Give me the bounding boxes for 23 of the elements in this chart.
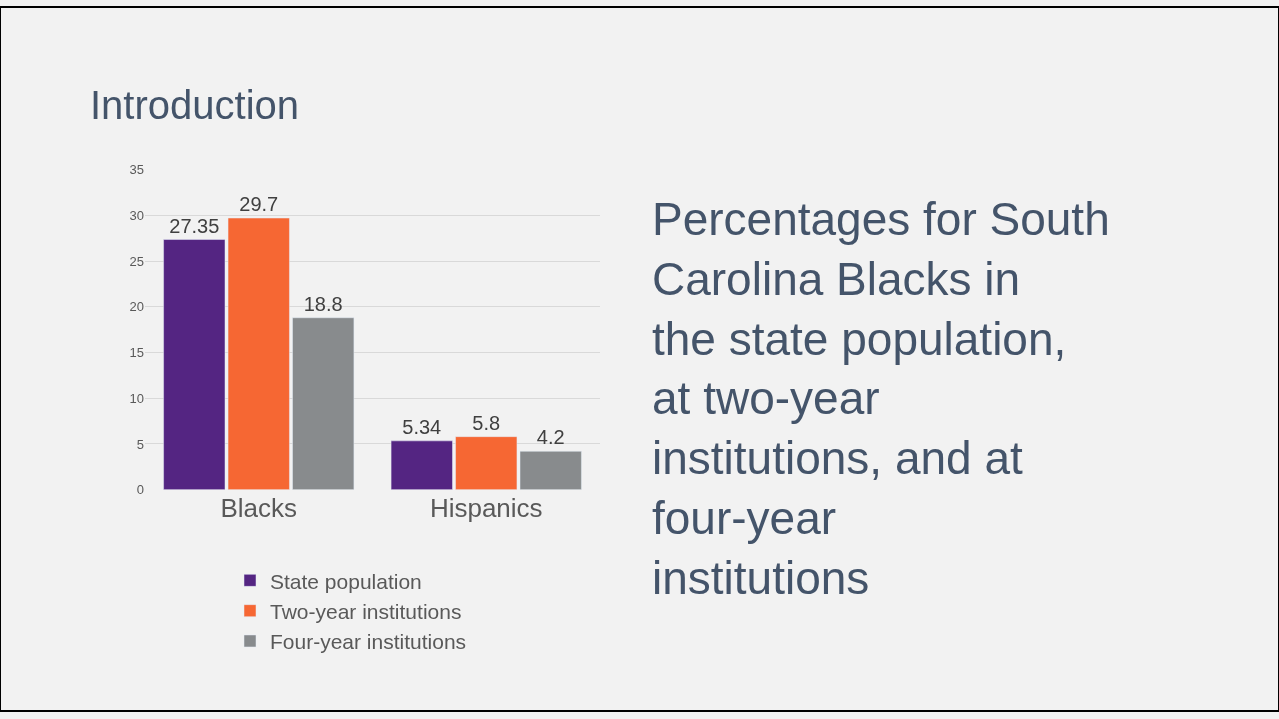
data-label: 29.7: [239, 193, 279, 216]
y-tick-label: 35: [129, 162, 144, 178]
data-label: 18.8: [303, 292, 343, 315]
y-tick-label: 20: [129, 299, 144, 315]
data-label: 5.8: [472, 411, 501, 434]
legend-label: State population: [270, 569, 422, 593]
legend-label: Two-year institutions: [270, 599, 462, 623]
data-label: 4.2: [536, 426, 565, 449]
y-tick-label: 10: [129, 390, 144, 406]
data-label: 27.35: [169, 214, 220, 237]
x-tick-label: Blacks: [220, 492, 298, 523]
y-tick-label: 0: [136, 482, 144, 498]
y-tick-label: 5: [136, 436, 144, 452]
legend-label: Four-year institutions: [270, 630, 467, 654]
bar: [390, 440, 453, 490]
data-label: 5.34: [402, 415, 442, 438]
text: Percentages for South Carolina Blacks in the state population, at two-year institutions, and at four-year institutions: [652, 193, 1110, 604]
y-tick-label: 15: [129, 345, 144, 361]
y-tick-label: 30: [129, 207, 144, 223]
y-tick-label: 25: [129, 253, 144, 269]
x-tick-label: Hispanics: [429, 492, 543, 523]
chart-title: Introduction: [90, 83, 300, 127]
bar: [292, 317, 355, 490]
